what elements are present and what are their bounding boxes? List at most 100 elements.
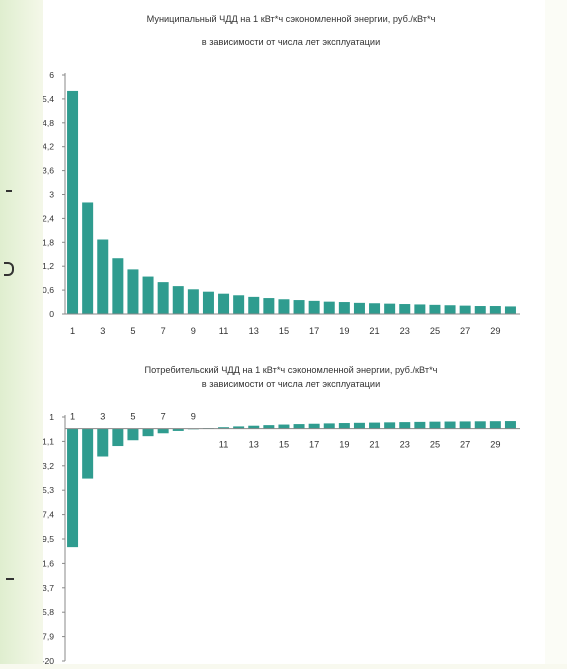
bar: [474, 306, 486, 314]
bar: [248, 296, 260, 314]
bar: [142, 276, 154, 314]
x-tick-label: 15: [279, 326, 289, 336]
x-tick-label: 5: [130, 326, 135, 336]
bar: [323, 423, 335, 429]
bar: [369, 422, 381, 429]
x-tick-label: 15: [279, 440, 289, 450]
y-tick-label: -15,8: [43, 607, 54, 617]
consumer-npv-chart: Потребительский ЧДД на 1 кВт*ч сэкономле…: [34, 365, 520, 666]
x-tick-label: 17: [309, 440, 319, 450]
bar: [293, 424, 305, 429]
bar: [157, 282, 169, 314]
y-tick-label: 3,6: [43, 166, 54, 176]
bar: [308, 300, 320, 314]
x-tick-label: 21: [369, 326, 379, 336]
x-tick-label: 23: [400, 326, 410, 336]
bar: [218, 293, 230, 314]
bar: [263, 425, 275, 429]
bar: [127, 428, 139, 441]
chart-2-title: Потребительский ЧДД на 1 кВт*ч сэкономле…: [145, 365, 438, 375]
bar: [504, 306, 516, 314]
bar: [112, 258, 124, 314]
bar: [384, 422, 396, 429]
y-tick-label: -9,5: [43, 534, 54, 544]
bar: [384, 303, 396, 314]
y-tick-label: -17,9: [43, 632, 54, 642]
x-tick-label: 11: [219, 326, 229, 336]
y-tick-label: 4,8: [43, 118, 54, 128]
bar: [459, 305, 471, 314]
bar: [142, 428, 154, 437]
bar: [218, 427, 230, 429]
bar: [399, 304, 411, 314]
bar: [429, 304, 441, 314]
bar: [414, 421, 426, 429]
bar: [414, 304, 426, 314]
y-tick-label: 0,6: [43, 285, 54, 295]
bar: [248, 425, 260, 429]
charts-svg: Муниципальный ЧДД на 1 кВт*ч сэкономленн…: [34, 14, 520, 666]
y-tick-label: 3: [49, 190, 54, 200]
bar: [172, 286, 184, 314]
x-tick-label: 9: [191, 326, 196, 336]
municipal-npv-chart: Муниципальный ЧДД на 1 кВт*ч сэкономленн…: [42, 14, 520, 336]
bar: [112, 428, 124, 447]
bar: [399, 422, 411, 429]
x-tick-label: 9: [191, 412, 196, 422]
x-tick-label: 7: [161, 326, 166, 336]
x-tick-label: 19: [339, 326, 349, 336]
x-tick-label: 13: [249, 440, 259, 450]
side-mark-middle: [4, 262, 14, 276]
y-tick-label: 1,2: [43, 261, 54, 271]
x-tick-label: 17: [309, 326, 319, 336]
y-tick-label: 6: [49, 70, 54, 80]
x-tick-label: 19: [339, 440, 349, 450]
bar: [504, 421, 516, 429]
bar: [97, 428, 109, 457]
x-tick-label: 3: [100, 412, 105, 422]
x-tick-label: 1: [70, 326, 75, 336]
x-tick-label: 7: [161, 412, 166, 422]
bar: [82, 202, 94, 314]
bar: [278, 424, 290, 429]
chart-panel: Муниципальный ЧДД на 1 кВт*ч сэкономленн…: [34, 0, 545, 666]
bar: [474, 421, 486, 429]
bar: [157, 428, 169, 434]
bar: [444, 421, 456, 429]
bar: [263, 298, 275, 314]
x-tick-label: 29: [490, 440, 500, 450]
bar: [202, 291, 214, 314]
x-tick-label: 27: [460, 326, 470, 336]
x-tick-label: 3: [100, 326, 105, 336]
chart-1-title: Муниципальный ЧДД на 1 кВт*ч сэкономленн…: [147, 14, 436, 24]
y-tick-label: -1,1: [43, 436, 54, 446]
bar: [353, 422, 365, 429]
bar: [67, 428, 79, 548]
bar: [187, 289, 199, 314]
bar: [444, 305, 456, 314]
bar: [338, 423, 350, 429]
bar: [489, 421, 501, 429]
y-tick-label: 1: [49, 412, 54, 422]
bar: [308, 423, 320, 429]
y-tick-label: 1,8: [43, 237, 54, 247]
chart-1-subtitle: в зависимости от числа лет эксплуатации: [202, 37, 380, 47]
bar: [369, 303, 381, 314]
bar: [233, 426, 245, 429]
y-tick-label: -7,4: [43, 510, 54, 520]
bar: [489, 306, 501, 314]
y-tick-label: 2,4: [43, 213, 54, 223]
y-tick-label: 5,4: [43, 94, 54, 104]
x-tick-label: 21: [369, 440, 379, 450]
side-mark-bottom: [6, 578, 14, 580]
y-tick-label: -5,3: [43, 485, 54, 495]
bar: [97, 239, 109, 314]
x-tick-label: 23: [400, 440, 410, 450]
bar: [67, 90, 79, 315]
bar: [429, 421, 441, 429]
y-tick-label: -13,7: [43, 583, 54, 593]
x-tick-label: 1: [70, 412, 75, 422]
bar: [293, 300, 305, 314]
bar: [459, 421, 471, 429]
bar: [172, 428, 184, 431]
